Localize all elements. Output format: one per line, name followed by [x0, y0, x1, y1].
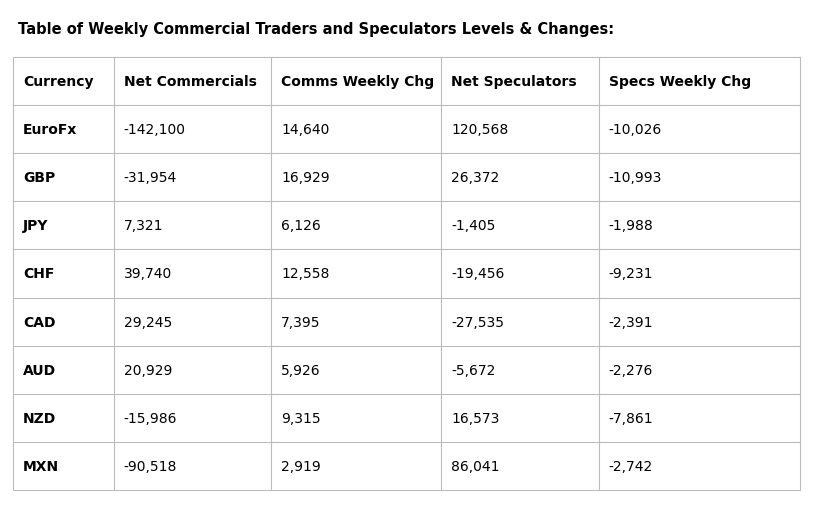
- Text: -90,518: -90,518: [124, 459, 177, 473]
- Text: -31,954: -31,954: [124, 171, 177, 185]
- Text: 9,315: 9,315: [281, 411, 321, 425]
- Text: 16,929: 16,929: [281, 171, 330, 185]
- Text: 5,926: 5,926: [281, 363, 321, 377]
- Text: CAD: CAD: [23, 315, 55, 329]
- Bar: [13, 58, 800, 490]
- Text: 86,041: 86,041: [451, 459, 500, 473]
- Text: 2,919: 2,919: [281, 459, 321, 473]
- Text: 29,245: 29,245: [124, 315, 172, 329]
- Text: -7,861: -7,861: [608, 411, 653, 425]
- Text: 7,321: 7,321: [124, 219, 163, 233]
- Text: -1,988: -1,988: [608, 219, 654, 233]
- Text: Comms Weekly Chg: Comms Weekly Chg: [281, 75, 434, 89]
- Text: JPY: JPY: [23, 219, 49, 233]
- Text: MXN: MXN: [23, 459, 59, 473]
- Text: NZD: NZD: [23, 411, 56, 425]
- Text: CHF: CHF: [23, 267, 54, 281]
- Text: EuroFx: EuroFx: [23, 123, 77, 137]
- Text: -1,405: -1,405: [451, 219, 495, 233]
- Text: Net Commercials: Net Commercials: [124, 75, 257, 89]
- Text: 14,640: 14,640: [281, 123, 329, 137]
- Text: Net Speculators: Net Speculators: [451, 75, 576, 89]
- Text: -9,231: -9,231: [608, 267, 653, 281]
- Text: AUD: AUD: [23, 363, 56, 377]
- Text: GBP: GBP: [23, 171, 55, 185]
- Text: 6,126: 6,126: [281, 219, 321, 233]
- Text: Table of Weekly Commercial Traders and Speculators Levels & Changes:: Table of Weekly Commercial Traders and S…: [18, 22, 614, 37]
- Text: 26,372: 26,372: [451, 171, 499, 185]
- Text: -15,986: -15,986: [124, 411, 177, 425]
- Text: -5,672: -5,672: [451, 363, 495, 377]
- Text: Currency: Currency: [23, 75, 93, 89]
- Text: 120,568: 120,568: [451, 123, 508, 137]
- Text: 12,558: 12,558: [281, 267, 329, 281]
- Text: 20,929: 20,929: [124, 363, 172, 377]
- Text: -27,535: -27,535: [451, 315, 504, 329]
- Text: -142,100: -142,100: [124, 123, 185, 137]
- Text: 39,740: 39,740: [124, 267, 172, 281]
- Text: -2,742: -2,742: [608, 459, 653, 473]
- Text: -10,026: -10,026: [608, 123, 662, 137]
- Text: -19,456: -19,456: [451, 267, 505, 281]
- Text: 16,573: 16,573: [451, 411, 499, 425]
- Text: -2,276: -2,276: [608, 363, 653, 377]
- Text: 7,395: 7,395: [281, 315, 320, 329]
- Text: -10,993: -10,993: [608, 171, 662, 185]
- Text: Specs Weekly Chg: Specs Weekly Chg: [608, 75, 750, 89]
- Text: -2,391: -2,391: [608, 315, 653, 329]
